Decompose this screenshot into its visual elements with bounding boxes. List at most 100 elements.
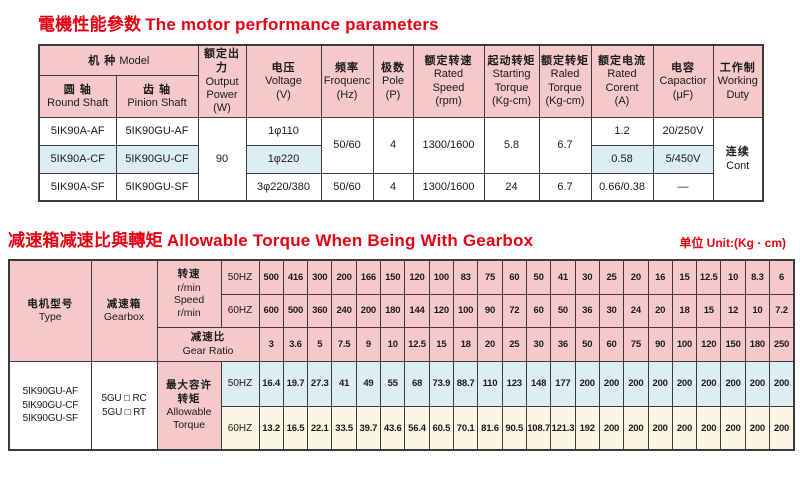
value-cell: 30 — [525, 326, 552, 362]
value-cell: 33.5 — [331, 405, 357, 451]
value-cell: 75 — [623, 326, 649, 362]
value-cell: 166 — [355, 259, 382, 295]
gearbox-titlebar: 减速箱减速比與轉矩 Allowable Torque When Being Wit… — [8, 226, 792, 251]
value-cell: 500 — [258, 259, 284, 295]
value-cell: 200 — [696, 360, 722, 407]
value-cell: 200 — [696, 405, 722, 451]
torque-50hz-row: 5IK90GU-AF 5IK90GU-CF 5IK90GU-SF 5GU □ R… — [8, 360, 795, 451]
value-cell: 150 — [720, 326, 746, 362]
value-cell: 200 — [598, 405, 625, 451]
value-cell: 100 — [671, 326, 698, 362]
cell-rated-speed-12: 1300/1600 — [412, 116, 485, 174]
cell-rated-torque-sf: 6.7 — [538, 172, 592, 202]
value-cell: 50 — [574, 326, 600, 362]
cell-current-af: 1.2 — [590, 116, 654, 146]
value-cell: 5 — [307, 326, 333, 362]
value-cell: 500 — [282, 293, 309, 328]
value-cell: 43.6 — [380, 405, 406, 451]
cell-gearbox-models: 5GU □ RC 5GU □ RT — [90, 360, 158, 451]
value-cell: 30 — [598, 293, 625, 328]
value-cell: 12.5 — [404, 326, 430, 362]
value-cell: 56.4 — [404, 405, 430, 451]
value-cell: 90.5 — [501, 405, 527, 451]
value-cell: 120 — [428, 293, 455, 328]
header-working-duty: 工作制 Working Duty — [712, 44, 764, 118]
value-cell: 200 — [720, 360, 746, 407]
value-cell: 200 — [769, 405, 795, 451]
value-cell: 300 — [307, 259, 333, 295]
value-cell: 18 — [671, 293, 698, 328]
cell-output-power: 90 — [197, 116, 247, 202]
value-cell: 75 — [477, 259, 503, 295]
value-cell: 24 — [623, 293, 649, 328]
value-cell: 49 — [355, 360, 382, 407]
header-allowable-torque: 最大容许 转矩 Allowable Torque — [156, 360, 222, 451]
value-cell: 16 — [647, 259, 673, 295]
value-cell: 15 — [428, 326, 455, 362]
value-cell: 20 — [647, 293, 673, 328]
cell-pole-sf: 4 — [372, 172, 414, 202]
label-torque-60hz: 60HZ — [220, 405, 260, 451]
value-cell: 3.6 — [282, 326, 309, 362]
value-cell: 90 — [477, 293, 503, 328]
value-cell: 10 — [744, 293, 771, 328]
header-rated-speed: 额定转速 Rated Speed (rpm) — [412, 44, 485, 118]
value-cell: 123 — [501, 360, 527, 407]
motor-performance-table: 机 种 Model 额定出力 Output Power (W) 电压 Voltage… — [38, 44, 764, 203]
value-cell: 416 — [282, 259, 309, 295]
value-cell: 7.5 — [331, 326, 357, 362]
value-cell: 73.9 — [428, 360, 455, 407]
value-cell: 50 — [525, 259, 552, 295]
value-cell: 200 — [671, 405, 698, 451]
value-cell: 200 — [744, 405, 771, 451]
label-torque-50hz: 50HZ — [220, 360, 260, 407]
header-gearbox: 减速箱 Gearbox — [90, 259, 158, 362]
header-starting-torque: 起动转矩 Starting Torque (Kg-cm) — [483, 44, 540, 118]
value-cell: 7.2 — [769, 293, 795, 328]
value-cell: 70.1 — [452, 405, 479, 451]
gearbox-title-en: Allowable Torque When Being With Gearbox — [166, 231, 534, 251]
header-model: 机 种 Model — [38, 44, 199, 77]
value-cell: 120 — [404, 259, 430, 295]
value-cell: 60 — [598, 326, 625, 362]
cell-pole-12: 4 — [372, 116, 414, 174]
value-cell: 41 — [550, 259, 576, 295]
cell-current-cf: 0.58 — [590, 144, 654, 174]
cell-frequency-12: 50/60 — [320, 116, 374, 174]
value-cell: 192 — [574, 405, 600, 451]
unit-label: 单位 Unit:(Kg · cm) — [679, 236, 786, 251]
cell-capacitor-cf: 5/450V — [652, 144, 714, 174]
value-cell: 360 — [307, 293, 333, 328]
value-cell: 88.7 — [452, 360, 479, 407]
value-cell: 177 — [550, 360, 576, 407]
cell-pinion-shaft-sf: 5IK90GU-SF — [115, 172, 199, 202]
speed-50hz-row: 电机型号 Type 减速箱 Gearbox 转速 r/min Speed r/min … — [8, 259, 795, 362]
value-cell: 180 — [380, 293, 406, 328]
header-speed: 转速 r/min Speed r/min — [156, 259, 222, 328]
value-cell: 90 — [647, 326, 673, 362]
value-cell: 15 — [696, 293, 722, 328]
cell-voltage-cf: 1φ220 — [245, 144, 322, 174]
value-cell: 60 — [501, 259, 527, 295]
value-cell: 10 — [380, 326, 406, 362]
value-cell: 6 — [769, 259, 795, 295]
torque-60hz-row: 60HZ 13.2 16.5 22.1 33.5 39.7 43.6 56.4 60.5 70.… — [9, 405, 795, 451]
value-cell: 16.5 — [282, 405, 309, 451]
value-cell: 60 — [525, 293, 552, 328]
value-cell: 60.5 — [428, 405, 455, 451]
value-cell: 200 — [671, 360, 698, 407]
label-speed-60hz: 60HZ — [220, 293, 260, 328]
cell-current-sf: 0.66/0.38 — [590, 172, 654, 202]
cell-round-shaft-cf: 5IK90A-CF — [38, 144, 117, 174]
label-speed-50hz: 50HZ — [220, 259, 260, 295]
value-cell: 200 — [769, 360, 795, 407]
gearbox-section-title: 减速箱减速比與轉矩 Allowable Torque When Being Wit… — [8, 226, 533, 251]
value-cell: 36 — [550, 326, 576, 362]
value-cell: 19.7 — [282, 360, 309, 407]
cell-pinion-shaft-af: 5IK90GU-AF — [115, 116, 199, 146]
value-cell: 55 — [380, 360, 406, 407]
cell-type-models: 5IK90GU-AF 5IK90GU-CF 5IK90GU-SF — [8, 360, 92, 451]
header-rated-torque: 额定转矩 Raled Torque (Kg-cm) — [538, 44, 592, 118]
value-cell: 121.3 — [550, 405, 576, 451]
cell-voltage-sf: 3φ220/380 — [245, 172, 322, 202]
